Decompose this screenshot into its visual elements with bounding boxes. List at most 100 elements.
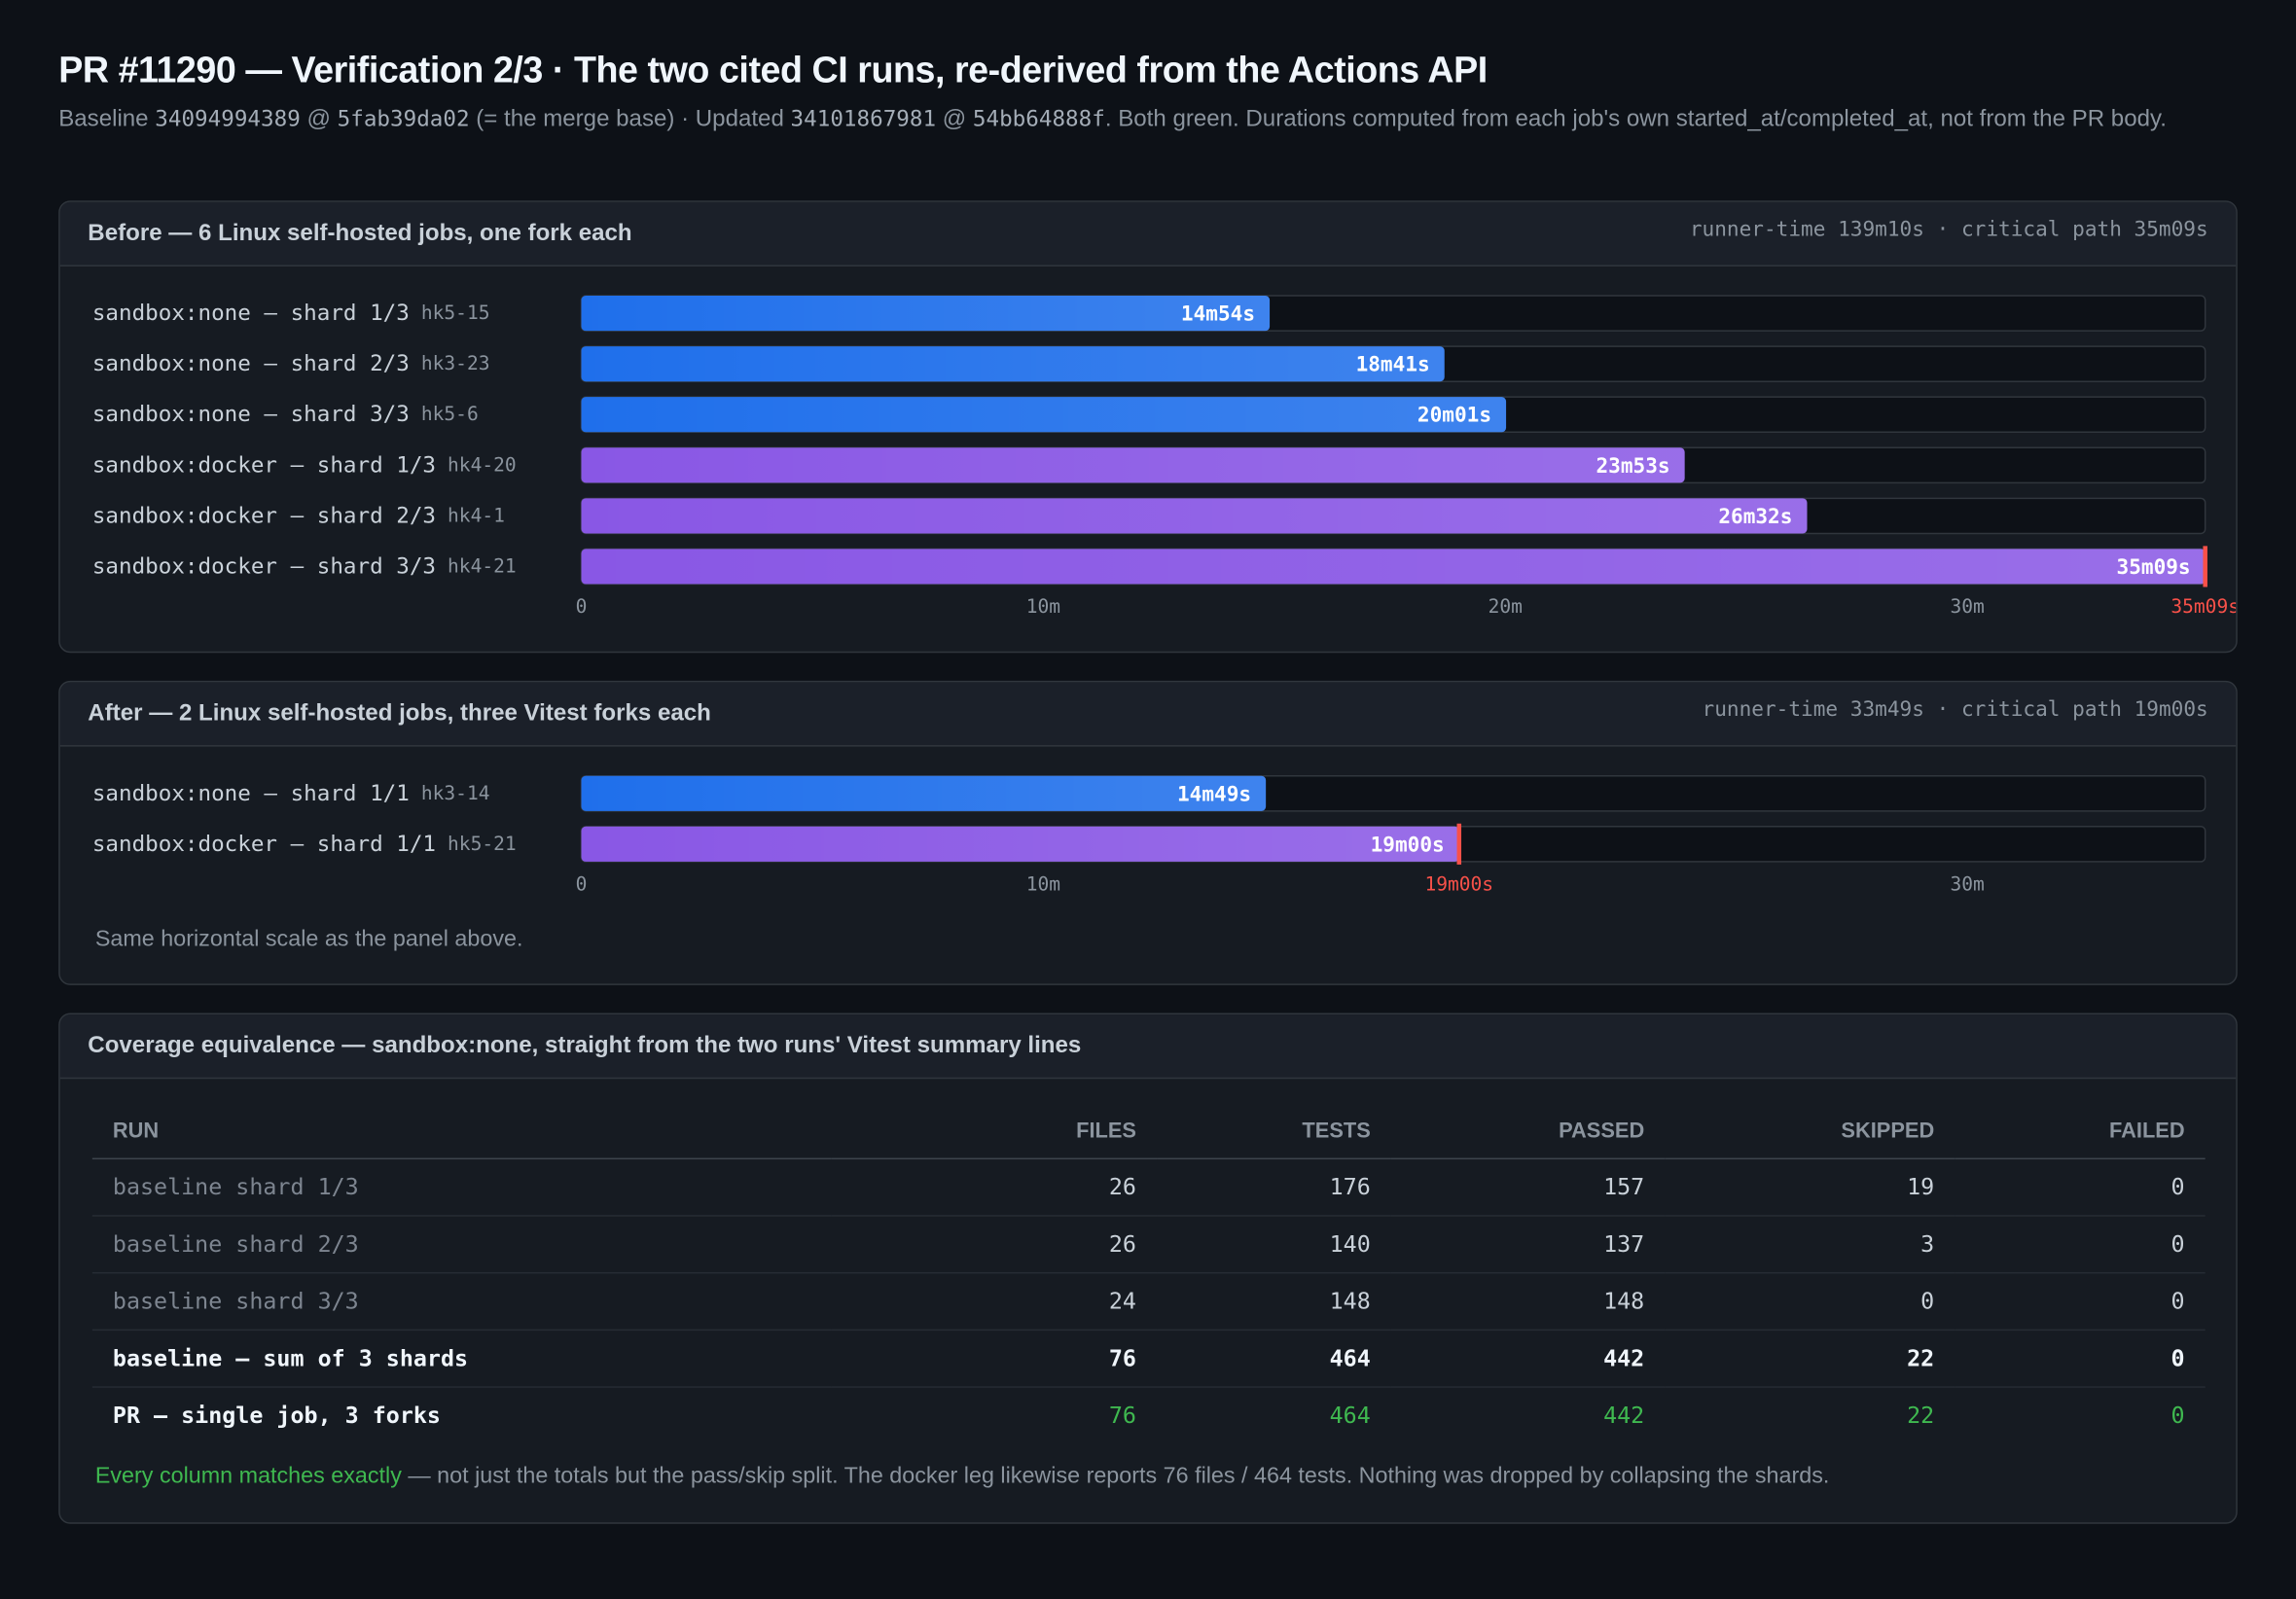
bar-value-label: 19m00s	[1371, 832, 1445, 856]
panel-title: Before — 6 Linux self-hosted jobs, one f…	[88, 221, 632, 246]
footnote: Every column matches exactly — not just …	[95, 1464, 1830, 1490]
table-cell: 176	[1157, 1158, 1391, 1217]
bar-value-label: 23m53s	[1596, 453, 1670, 478]
job-host: hk5-6	[421, 403, 479, 425]
bar-sheen	[581, 447, 1685, 483]
bar-value-label: 18m41s	[1356, 352, 1430, 376]
panel-meta: runner-time 33m49s · critical path 19m00…	[1702, 697, 2208, 723]
table-cell: 76	[1108, 1402, 1136, 1429]
job-host: hk4-1	[448, 504, 505, 526]
bar-sheen	[581, 826, 1459, 862]
table-cell: 19	[1665, 1158, 1955, 1217]
job-host: hk5-15	[421, 302, 490, 324]
job-label: sandbox:docker — shard 2/3 hk4-1	[92, 503, 505, 528]
table-row: baseline shard 2/3 26 140 137 3 0	[91, 1215, 2206, 1274]
bar-sheen	[581, 775, 1267, 811]
table-row: baseline shard 1/3 26 176 157 19 0	[91, 1158, 2206, 1217]
run-name: baseline — sum of 3 shards	[91, 1330, 832, 1388]
subtitle-text: Baseline	[58, 106, 156, 132]
column-header: TESTS	[1157, 1105, 1391, 1160]
column-header: FILES	[831, 1105, 1158, 1160]
job-name: sandbox:docker — shard 3/3	[92, 553, 436, 579]
column-header: RUN	[91, 1105, 832, 1160]
table-cell: 442	[1603, 1402, 1645, 1429]
table-row: baseline — sum of 3 shards 76 464 442 22 0	[91, 1330, 2206, 1388]
chart: sandbox:none — shard 1/1 hk3-14 14m49s sand…	[92, 774, 2206, 895]
bar-sheen	[581, 397, 1507, 433]
subtitle-text: @	[936, 106, 973, 132]
panel-title: Coverage equivalence — sandbox:none, str…	[88, 1033, 1082, 1059]
job-name: sandbox:docker — shard 2/3	[92, 503, 436, 528]
table-cell: 0	[1955, 1215, 2206, 1274]
job-name: sandbox:docker — shard 1/1	[92, 831, 436, 856]
bar-sheen	[581, 346, 1445, 382]
before-panel: Before — 6 Linux self-hosted jobs, one f…	[58, 200, 2238, 654]
x-tick-label: 30m	[1950, 872, 1984, 895]
table-cell: 24	[831, 1272, 1158, 1332]
chart-note: Same horizontal scale as the panel above…	[94, 926, 523, 952]
table-cell: 22	[1907, 1402, 1935, 1429]
job-name: sandbox:none — shard 2/3	[92, 351, 410, 376]
bar-sheen	[581, 549, 2206, 585]
panel-header: Before — 6 Linux self-hosted jobs, one f…	[59, 201, 2237, 266]
table-cell: 0	[1955, 1158, 2206, 1217]
table-cell: 148	[1157, 1272, 1391, 1332]
x-tick-label: 20m	[1489, 595, 1523, 618]
chart: sandbox:none — shard 1/3 hk5-15 14m54s sand…	[92, 295, 2236, 618]
footnote-highlight: Every column matches exactly	[94, 1464, 402, 1489]
run-name: PR — single job, 3 forks	[112, 1402, 441, 1429]
job-label: sandbox:none — shard 1/3 hk5-15	[92, 301, 490, 326]
bar-sheen	[581, 498, 1808, 534]
job-label: sandbox:docker — shard 1/3 hk4-20	[92, 452, 517, 478]
subtitle-text: (= the merge base) · Updated	[469, 106, 791, 132]
table-cell: 140	[1157, 1215, 1391, 1274]
panel-title: After — 2 Linux self-hosted jobs, three …	[88, 700, 711, 727]
job-host: hk4-20	[448, 453, 517, 476]
bar-value-label: 20m01s	[1417, 403, 1491, 427]
table-cell: 0	[1955, 1272, 2206, 1332]
table-cell: 76	[831, 1330, 1158, 1388]
subtitle-text: @	[300, 106, 338, 132]
job-name: sandbox:none — shard 3/3	[92, 402, 410, 427]
table-cell: 26	[831, 1215, 1158, 1274]
bar-value-label: 14m49s	[1177, 781, 1251, 805]
job-host: hk4-21	[448, 554, 517, 577]
bar-sheen	[581, 296, 1271, 332]
panel-header: After — 2 Linux self-hosted jobs, three …	[59, 682, 2237, 747]
job-host: hk3-14	[421, 781, 490, 803]
table-cell: 442	[1390, 1330, 1666, 1388]
column-header: PASSED	[1390, 1105, 1666, 1160]
after-panel: After — 2 Linux self-hosted jobs, three …	[58, 680, 2238, 985]
column-header: FAILED	[1955, 1105, 2206, 1160]
job-host: hk3-23	[421, 352, 490, 374]
run-name: baseline shard 3/3	[91, 1272, 832, 1332]
x-tick-label: 10m	[1026, 595, 1060, 618]
job-name: sandbox:docker — shard 1/3	[92, 452, 436, 478]
x-tick-label: 10m	[1026, 872, 1060, 895]
subtitle-text: . Both green. Durations computed from ea…	[1104, 106, 2167, 132]
table-cell: 464	[1329, 1402, 1371, 1429]
subtitle-code: 54bb64888f	[972, 105, 1105, 132]
critical-path-label: 19m00s	[1424, 872, 1493, 895]
footnote-text: — not just the totals but the pass/skip …	[401, 1464, 1830, 1489]
table-header: RUN FILES TESTS PASSED SKIPPED FAILED	[91, 1105, 2206, 1160]
coverage-table: RUN FILES TESTS PASSED SKIPPED FAILED baselin…	[91, 1105, 2206, 1443]
job-name: sandbox:none — shard 1/3	[92, 301, 410, 326]
run-name: baseline shard 1/3	[91, 1158, 832, 1217]
column-header: SKIPPED	[1665, 1105, 1955, 1160]
panel-meta: runner-time 139m10s · critical path 35m0…	[1689, 218, 2208, 242]
critical-path-label: 35m09s	[2170, 595, 2236, 618]
table-cell: 3	[1665, 1215, 1955, 1274]
job-host: hk5-21	[448, 832, 517, 854]
bar-value-label: 26m32s	[1718, 504, 1792, 528]
job-label: sandbox:docker — shard 1/1 hk5-21	[92, 831, 517, 856]
table-cell: 22	[1665, 1330, 1955, 1388]
job-label: sandbox:none — shard 1/1 hk3-14	[92, 780, 490, 805]
table-cell: 157	[1390, 1158, 1666, 1217]
subtitle-code: 34094994389	[155, 105, 301, 132]
table-cell: 26	[831, 1158, 1158, 1217]
bar-value-label: 14m54s	[1181, 302, 1255, 326]
x-tick-label: 0	[576, 595, 588, 618]
